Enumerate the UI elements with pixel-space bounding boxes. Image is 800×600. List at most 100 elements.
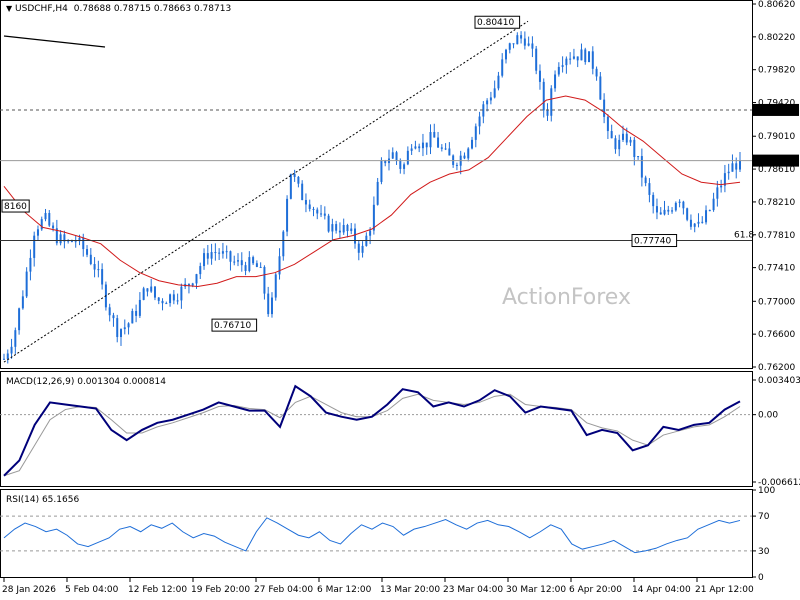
candle-body [44, 213, 47, 220]
candle-body [652, 194, 655, 207]
left-annotation: 8160 [4, 202, 27, 212]
candle-body [527, 43, 530, 46]
candle-body [165, 303, 168, 305]
candle-body [74, 241, 77, 243]
candle-body [538, 70, 541, 82]
candle-body [301, 183, 304, 201]
macd-line [3, 384, 741, 477]
candle-body [576, 56, 579, 61]
candle-body [493, 88, 496, 98]
candle-body [693, 223, 696, 227]
candle-body [282, 231, 285, 257]
price-tick-label: 0.78610 [758, 165, 795, 175]
candle-body [403, 164, 406, 169]
candle-body [523, 38, 526, 46]
swing-low-annotation: 0.76710 [214, 321, 251, 331]
candle-body [357, 243, 360, 253]
candle-body [274, 274, 277, 298]
price-tick-label: 0.77410 [758, 264, 795, 274]
candle-body [6, 353, 9, 359]
candle-body [3, 358, 5, 360]
candle-body [580, 49, 583, 61]
candle-body [25, 271, 28, 297]
candle-body [225, 251, 228, 253]
candle-body [531, 43, 534, 49]
candle-body [350, 228, 353, 232]
candle-body [86, 249, 89, 255]
candle-body [176, 300, 179, 302]
candle-body [248, 257, 251, 271]
candle-body [663, 209, 666, 215]
rsi-tick-label: 30 [758, 547, 770, 557]
candle-body [267, 293, 270, 315]
candle-body [542, 81, 545, 111]
candle-body [335, 224, 338, 231]
candle-body [206, 253, 209, 259]
time-tick-label: 21 Apr 12:00 [695, 585, 754, 595]
candle-body [263, 266, 266, 294]
candle-body [210, 252, 213, 259]
price-tick-label: 0.76200 [758, 363, 795, 373]
candle-body [199, 266, 202, 275]
watermark: ActionForex [502, 285, 631, 310]
candle-body [157, 297, 160, 301]
candle-body [101, 269, 104, 285]
chart-header: ▼ USDCHF,H4 0.78688 0.78715 0.78663 0.78… [6, 4, 231, 14]
candle-body [138, 299, 141, 316]
candle-body [720, 185, 723, 188]
candle-body [561, 65, 564, 67]
candle-body [108, 307, 111, 316]
candle-body [689, 219, 692, 227]
price-plot: 61.8 0.80410 0.77740 0.76710 8160 [0, 15, 754, 364]
candle-body [637, 156, 640, 158]
candle-body [142, 288, 145, 300]
candle-body [512, 43, 515, 45]
candle-body [82, 237, 85, 250]
candle-body [705, 210, 708, 223]
candle-body [686, 208, 689, 220]
candle-body [354, 228, 357, 244]
candle-body [584, 49, 587, 63]
candle-body [471, 139, 474, 149]
price-tick-label: 0.79820 [758, 66, 795, 76]
candle-body [384, 160, 387, 164]
fib-label: 61.8 [734, 231, 754, 241]
candle-body [425, 142, 428, 148]
candle-body [467, 148, 470, 159]
candle-body [180, 286, 183, 301]
candle-body [252, 257, 255, 264]
candle-body [682, 201, 685, 209]
candle-body [606, 116, 609, 132]
level-tag: 0.79330 [757, 106, 794, 116]
candle-body [327, 215, 330, 232]
price-tick-label: 0.77810 [758, 231, 795, 241]
trendline-segment [3, 35, 106, 48]
candle-body [127, 323, 130, 328]
candle-body [131, 310, 134, 324]
candle-body [18, 308, 21, 331]
candle-body [655, 206, 658, 213]
trendline-dotted [3, 20, 529, 363]
rsi-label: RSI(14) 65.1656 [6, 495, 79, 505]
price-tick-label: 0.76600 [758, 330, 795, 340]
candle-body [120, 329, 123, 338]
candle-body [550, 88, 553, 116]
candle-body [410, 148, 413, 151]
dropdown-arrow-icon[interactable]: ▼ [6, 4, 13, 13]
macd-label: MACD(12,26,9) 0.001304 0.000814 [6, 377, 166, 387]
candle-body [727, 171, 730, 174]
candle-body [150, 286, 153, 292]
candle-body [674, 202, 677, 211]
candle-body [610, 131, 613, 139]
candle-body [474, 126, 477, 140]
macd-panel-frame [0, 371, 753, 487]
rsi-tick-label: 70 [758, 512, 770, 522]
macd-tick-label: 0.003403 [758, 376, 800, 386]
candle-body [588, 51, 591, 63]
price-tick-label: 0.77000 [758, 297, 795, 307]
candle-body [21, 296, 24, 309]
candle-body [433, 132, 436, 138]
candle-body [316, 209, 319, 214]
candle-body [482, 104, 485, 117]
candle-body [599, 76, 602, 100]
